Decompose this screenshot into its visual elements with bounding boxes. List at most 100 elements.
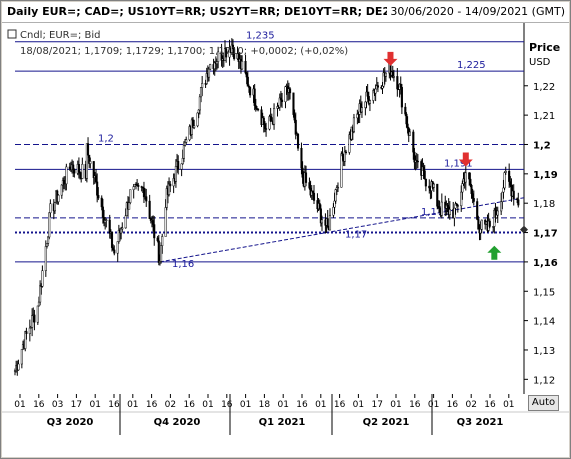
- candle-body: [500, 201, 503, 212]
- candle-body: [423, 170, 426, 180]
- time-tick-label: 01: [315, 400, 326, 410]
- candle-body: [284, 86, 287, 103]
- candle-body: [288, 88, 292, 94]
- candle-body: [77, 164, 80, 173]
- candle-body: [279, 97, 282, 101]
- candle-body: [121, 227, 124, 230]
- time-tick-label: 01: [353, 400, 364, 410]
- candle-body: [113, 249, 116, 254]
- candle-body: [209, 64, 212, 70]
- candle-body: [41, 270, 44, 287]
- candle-body: [399, 83, 402, 88]
- price-axis-background: [524, 23, 569, 394]
- candle-body: [49, 203, 52, 214]
- candle-body: [456, 205, 459, 207]
- time-tick-label: 01: [127, 400, 138, 410]
- candle-body: [65, 166, 68, 185]
- level-label: 1,235: [246, 31, 275, 42]
- candle-body: [185, 139, 188, 143]
- candle-body: [301, 167, 304, 178]
- candle-body: [241, 60, 244, 70]
- candle-body: [199, 87, 203, 98]
- candle-body: [341, 153, 344, 157]
- level-label: 1,225: [457, 60, 486, 71]
- candle-body: [201, 83, 204, 88]
- candle-body: [476, 201, 479, 220]
- quarter-label: Q2 2021: [363, 417, 410, 428]
- candle-body: [215, 61, 219, 65]
- time-tick-label: 16: [447, 400, 459, 410]
- level-label: 1,16: [172, 259, 194, 270]
- level-label: 1,175: [421, 207, 450, 218]
- candle-body: [268, 116, 271, 130]
- price-tick-label: 1,13: [533, 346, 555, 357]
- candle-body: [360, 107, 363, 113]
- price-tick-label: 1,14: [533, 317, 555, 328]
- candle-body: [25, 331, 28, 334]
- legend-swatch: [7, 29, 17, 39]
- time-tick-label: 01: [240, 400, 251, 410]
- candle-body: [471, 193, 474, 199]
- candle-body: [461, 183, 464, 193]
- candle-body: [509, 181, 512, 186]
- time-tick-label: 01: [277, 400, 288, 410]
- candle-body: [24, 331, 27, 349]
- candle-body: [504, 170, 507, 173]
- time-tick-label: 02: [165, 400, 176, 410]
- candle-body: [92, 161, 95, 179]
- candle-body: [460, 191, 463, 207]
- candle-body: [479, 228, 482, 234]
- candle-body: [436, 183, 439, 207]
- quarter-label: Q3 2020: [47, 417, 94, 428]
- candle-body: [152, 220, 155, 225]
- candle-body: [376, 85, 379, 88]
- candle-body: [148, 200, 151, 219]
- candle-body: [196, 112, 199, 127]
- candle-body: [472, 198, 475, 202]
- auto-scale-button[interactable]: Auto: [528, 395, 559, 411]
- price-chart[interactable]: 1,235 1,225 1,2 1,191 1,175 1,17 1,16 Cndl; EU…: [2, 23, 569, 457]
- candle-body: [384, 72, 387, 77]
- candle-body: [332, 206, 335, 216]
- price-tick-label: 1,2: [533, 140, 551, 151]
- price-tick-label: 1,12: [533, 375, 555, 386]
- candle-body: [432, 183, 435, 188]
- candle-body: [424, 178, 427, 187]
- candle-body: [81, 164, 84, 179]
- candle-body: [508, 170, 511, 182]
- price-tick-label: 1,19: [533, 170, 558, 181]
- candle-body: [129, 189, 132, 203]
- candle-body: [311, 190, 314, 194]
- candle-body: [503, 172, 506, 189]
- candle-body: [72, 164, 75, 170]
- time-tick-label: 16: [33, 400, 45, 410]
- price-axis-unit: USD: [529, 57, 551, 68]
- candle-body: [470, 184, 473, 194]
- candle-body: [517, 199, 520, 206]
- candle-body: [86, 143, 90, 156]
- candle-body: [53, 202, 56, 212]
- time-tick-label: 03: [52, 400, 63, 410]
- candle-body: [312, 192, 316, 201]
- green-up-arrow-icon: [487, 245, 502, 260]
- support-trendline: [159, 197, 525, 263]
- candle-body: [116, 241, 119, 254]
- red-down-arrow-icon: [458, 152, 473, 167]
- candle-body: [273, 108, 276, 125]
- candle-body: [20, 349, 23, 365]
- time-tick-label: 16: [108, 400, 120, 410]
- candle-body: [254, 105, 257, 109]
- candle-body: [112, 247, 115, 251]
- candle-body: [39, 285, 42, 303]
- candle-body: [142, 187, 146, 198]
- candle-body: [153, 224, 156, 239]
- candle-body: [31, 315, 34, 328]
- candle-body: [244, 60, 247, 74]
- candle-body: [344, 151, 348, 153]
- candle-body: [48, 212, 51, 238]
- candle-body: [68, 166, 71, 169]
- level-label: 1,17: [345, 230, 367, 241]
- candle-body: [94, 175, 98, 183]
- candle-body: [468, 172, 471, 180]
